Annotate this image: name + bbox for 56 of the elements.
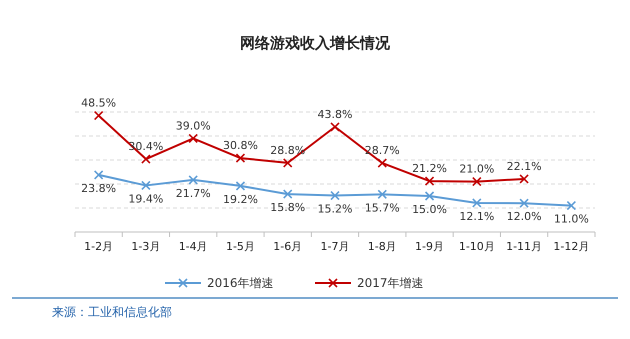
x-tick-label: 1-4月 bbox=[178, 240, 208, 253]
data-label: 15.2% bbox=[318, 202, 352, 216]
point bbox=[377, 158, 388, 168]
point bbox=[424, 176, 434, 186]
legend-label: 2016年增速 bbox=[207, 276, 274, 290]
data-label: 21.2% bbox=[412, 162, 448, 176]
x-tick-label: 1-12月 bbox=[553, 240, 590, 253]
data-label: 15.7% bbox=[364, 201, 400, 214]
point bbox=[188, 134, 198, 144]
source-note: 来源：工业和信息化部 bbox=[52, 305, 172, 319]
point bbox=[472, 176, 482, 186]
data-label: 15.8% bbox=[270, 201, 306, 214]
point bbox=[519, 198, 529, 208]
x-tick-label: 1-2月 bbox=[84, 240, 114, 253]
data-label: 39.0% bbox=[176, 119, 211, 132]
data-label: 12.1% bbox=[459, 210, 494, 223]
x-tick-label: 1-5月 bbox=[226, 240, 255, 253]
x-tick-label: 1-10月 bbox=[458, 240, 495, 253]
point bbox=[94, 170, 104, 180]
data-label: 15.0% bbox=[412, 203, 448, 216]
data-label: 43.8% bbox=[318, 108, 352, 121]
data-label: 19.4% bbox=[128, 192, 164, 206]
data-label: 48.5% bbox=[81, 96, 116, 110]
point bbox=[566, 200, 576, 210]
data-label: 28.8% bbox=[270, 144, 306, 157]
legend-label: 2017年增速 bbox=[357, 276, 424, 290]
data-label: 21.7% bbox=[176, 186, 211, 200]
point bbox=[282, 189, 293, 199]
point bbox=[472, 198, 482, 208]
point bbox=[377, 190, 388, 200]
point bbox=[236, 181, 246, 191]
point bbox=[424, 191, 434, 201]
data-label: 12.0% bbox=[506, 210, 542, 224]
point bbox=[519, 174, 529, 184]
point bbox=[330, 190, 340, 200]
x-tick-label: 1-7月 bbox=[320, 240, 350, 253]
data-label: 21.0% bbox=[459, 162, 494, 176]
point bbox=[236, 153, 246, 163]
data-label: 11.0% bbox=[554, 212, 589, 226]
x-tick-label: 1-8月 bbox=[368, 240, 397, 253]
x-tick-label: 1-11月 bbox=[506, 240, 542, 253]
x-tick-label: 1-6月 bbox=[273, 240, 302, 253]
point bbox=[141, 180, 151, 190]
point bbox=[188, 175, 198, 185]
x-tick-label: 1-9月 bbox=[415, 240, 444, 253]
data-label: 22.1% bbox=[506, 160, 542, 173]
data-label: 19.2% bbox=[222, 192, 258, 206]
data-label: 28.7% bbox=[364, 144, 400, 158]
x-tick-label: 1-3月 bbox=[131, 240, 160, 253]
point bbox=[94, 110, 104, 120]
point bbox=[141, 154, 151, 164]
point bbox=[282, 158, 293, 168]
data-label: 23.8% bbox=[81, 182, 116, 195]
chart-title: 网络游戏收入增长情况 bbox=[240, 34, 391, 52]
point bbox=[330, 122, 340, 132]
data-label: 30.8% bbox=[222, 139, 258, 152]
